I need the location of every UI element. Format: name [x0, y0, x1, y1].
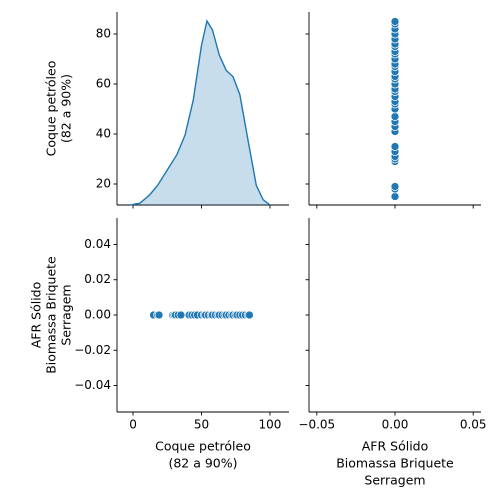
x-tick-label: −0.05	[298, 418, 335, 432]
y-axis-label: AFR Sólido	[29, 282, 44, 349]
scatter-point	[154, 310, 164, 320]
scatter-point	[245, 310, 254, 320]
x-tick-label: 0.00	[382, 418, 409, 432]
y-axis-label: Serragem	[59, 284, 74, 345]
x-tick-label: 100	[259, 418, 282, 432]
y-axis-label: Coque petróleo	[44, 61, 59, 157]
y-tick-label: −0.02	[74, 343, 111, 357]
x-axis-label: Serragem	[364, 473, 425, 488]
y-tick-label: 80	[96, 27, 111, 41]
x-axis-label: AFR Sólido	[362, 439, 429, 454]
y-tick-label: 0.00	[84, 308, 111, 322]
x-tick-label: 50	[194, 418, 209, 432]
scatter-point	[176, 310, 186, 320]
scatter-point	[390, 17, 400, 26]
x-axis-label: Coque petróleo	[155, 439, 251, 454]
y-axis-label: Biomassa Briquete	[44, 256, 59, 374]
kde-area	[130, 20, 270, 205]
x-tick-label: 0.05	[460, 418, 487, 432]
y-tick-label: 40	[96, 127, 111, 141]
y-tick-label: 60	[96, 77, 111, 91]
kde-line	[130, 19, 271, 206]
y-axis-label: (82 a 90%)	[59, 74, 74, 143]
y-tick-label: 0.02	[84, 272, 111, 286]
scatter-point	[390, 182, 400, 191]
x-axis-label: (82 a 90%)	[168, 456, 237, 471]
scatter-point	[390, 192, 400, 201]
x-tick-label: 0	[129, 418, 137, 432]
y-tick-label: −0.04	[74, 378, 111, 392]
scatter-point	[390, 112, 400, 121]
y-tick-label: 20	[96, 177, 111, 191]
scatter-point	[390, 142, 400, 151]
x-axis-label: Biomassa Briquete	[336, 456, 454, 471]
y-tick-label: 0.04	[84, 237, 111, 251]
